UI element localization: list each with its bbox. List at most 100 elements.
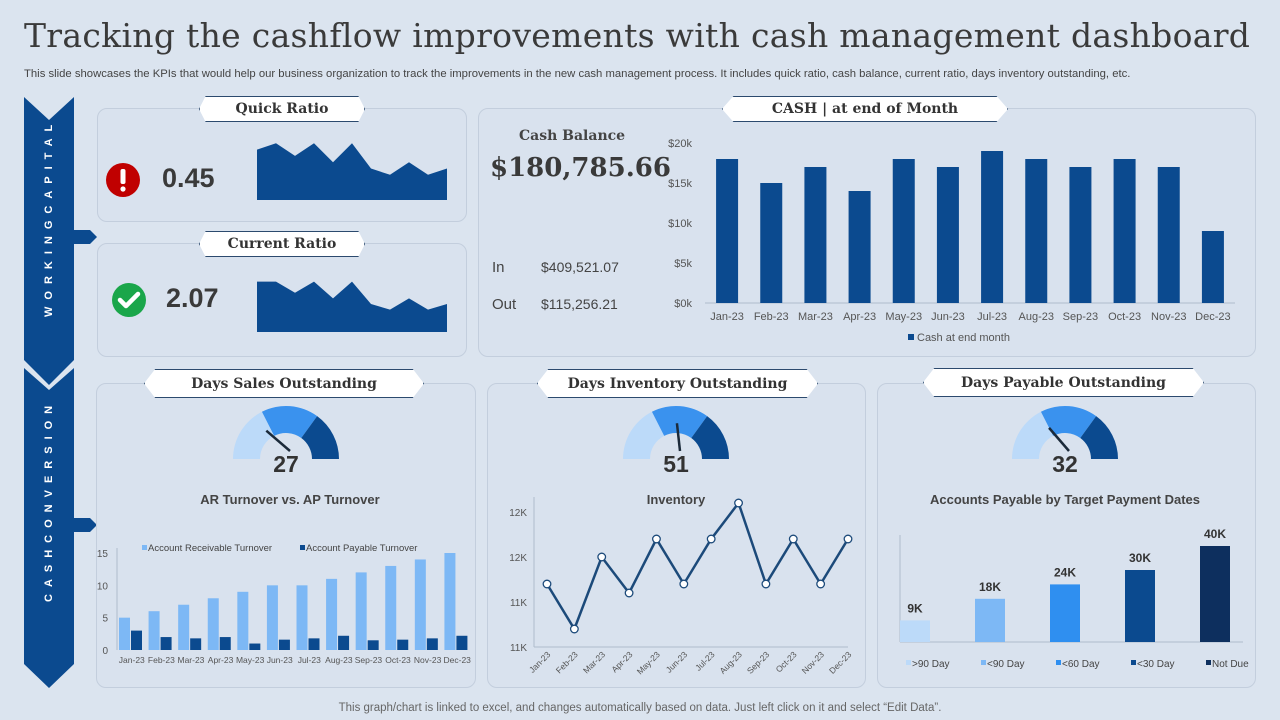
- payable-data-label: 24K: [1054, 565, 1076, 579]
- ap-turnover-bar: [219, 637, 231, 650]
- dpo-gauge-needle: [1048, 427, 1070, 452]
- ar-turnover-bar: [355, 572, 367, 650]
- cash-conversion-pointer: [74, 518, 97, 532]
- payable-data-label: 40K: [1204, 527, 1226, 541]
- current-ratio-title: Current Ratio: [199, 231, 365, 257]
- inventory-point: [843, 534, 853, 544]
- dso-value: 27: [273, 451, 299, 477]
- ar-turnover-bar: [326, 578, 338, 650]
- cash-bar: [1201, 231, 1224, 303]
- payable-legend-swatch: [981, 660, 986, 665]
- ar-turnover-bar: [266, 585, 278, 650]
- footer-note: This graph/chart is linked to excel, and…: [338, 702, 942, 714]
- turnover-legend-swatch: [300, 545, 305, 550]
- inventory-x-tick: Apr-23: [609, 649, 634, 674]
- inventory-x-tick: Feb-23: [554, 649, 580, 675]
- turnover-y-tick: 10: [97, 581, 109, 592]
- cash-in-label: In: [492, 259, 505, 276]
- payable-legend-label: >90 Day: [912, 659, 950, 670]
- cash-bar: [848, 191, 871, 303]
- turnover-x-tick: Nov-23: [414, 655, 442, 665]
- ap-turnover-bar: [131, 630, 142, 650]
- dpo-gauge-segment: [1012, 411, 1054, 459]
- cash-bar: [1113, 159, 1136, 303]
- payable-data-label: 30K: [1129, 551, 1151, 565]
- inventory-point: [597, 552, 607, 562]
- ap-turnover-bar: [367, 640, 379, 650]
- inventory-point: [734, 498, 743, 508]
- ar-turnover-bar: [237, 591, 249, 650]
- dio-gauge-segment: [623, 411, 665, 459]
- ap-turnover-bar: [190, 638, 202, 650]
- cash-x-tick: Nov-23: [1151, 311, 1186, 323]
- quick-ratio-value: 0.45: [162, 163, 215, 193]
- inventory-point: [816, 579, 826, 589]
- dio-panel: [487, 383, 866, 688]
- ar-turnover-bar: [414, 559, 426, 650]
- check-icon: [112, 283, 146, 317]
- cash-bar: [760, 183, 783, 303]
- inventory-x-tick: Jul-23: [693, 649, 717, 673]
- ar-turnover-bar: [178, 604, 190, 650]
- turnover-x-tick: Feb-23: [148, 655, 175, 665]
- cash-x-tick: Apr-23: [843, 311, 876, 323]
- cash-y-tick: $20k: [668, 138, 692, 150]
- turnover-x-tick: Sep-23: [355, 655, 383, 665]
- page-subtitle: This slide showcases the KPIs that would…: [24, 68, 1131, 80]
- dso-gauge-segment: [233, 411, 275, 459]
- cash-x-tick: Feb-23: [754, 311, 789, 323]
- ap-turnover-bar: [456, 635, 468, 650]
- dpo-value: 32: [1052, 451, 1078, 477]
- dso-gauge-segment: [301, 416, 339, 459]
- cash-out-value: $115,256.21: [541, 296, 618, 312]
- cash-x-tick: Aug-23: [1019, 311, 1054, 323]
- turnover-y-tick: 0: [102, 646, 108, 657]
- ap-turnover-bar: [160, 637, 172, 650]
- turnover-x-tick: Jan-23: [119, 655, 145, 665]
- cash-conversion-ribbon: [24, 368, 74, 688]
- cash-legend-swatch: [908, 334, 914, 340]
- cash-bar: [1025, 159, 1048, 303]
- dso-gauge-segment: [261, 406, 318, 438]
- payable-legend-swatch: [906, 660, 911, 665]
- turnover-x-tick: Oct-23: [385, 655, 411, 665]
- cash-x-tick: May-23: [885, 311, 922, 323]
- turnover-x-tick: Apr-23: [208, 655, 234, 665]
- inventory-x-tick: Aug-23: [717, 649, 744, 676]
- turnover-x-tick: May-23: [236, 655, 265, 665]
- cash-legend-label: Cash at end month: [917, 332, 1010, 344]
- dso-gauge-needle: [265, 429, 291, 452]
- cash-y-tick: $0k: [674, 298, 692, 310]
- inventory-y-tick: 12K: [509, 553, 527, 564]
- inventory-x-tick: Oct-23: [774, 649, 799, 674]
- turnover-legend-label: Account Payable Turnover: [306, 543, 417, 554]
- turnover-y-tick: 5: [102, 614, 108, 625]
- cash-y-tick: $15k: [668, 178, 692, 190]
- alert-icon: [106, 163, 140, 197]
- payable-legend-swatch: [1056, 660, 1061, 665]
- dio-gauge-segment: [691, 416, 729, 459]
- cash-bar: [936, 167, 959, 303]
- inventory-x-tick: Mar-23: [581, 649, 607, 675]
- turnover-y-tick: 15: [97, 549, 109, 560]
- cash-balance-label: Cash Balance: [519, 128, 626, 144]
- quick-ratio-sparkline: [257, 143, 447, 200]
- ar-turnover-bar: [148, 611, 160, 650]
- cash-bar: [892, 159, 915, 303]
- inventory-x-tick: May-23: [635, 649, 662, 676]
- cash-x-tick: Oct-23: [1108, 311, 1141, 323]
- inventory-point: [624, 588, 634, 598]
- cash-bar: [1157, 167, 1180, 303]
- ap-turnover-bar: [308, 638, 320, 650]
- cash-x-tick: Dec-23: [1195, 311, 1230, 323]
- cash-y-tick: $5k: [674, 258, 692, 270]
- payable-bar: [1050, 584, 1080, 642]
- inventory-point: [652, 534, 661, 544]
- ar-turnover-bar: [296, 585, 308, 650]
- inventory-point: [788, 534, 798, 544]
- cash-bar: [1069, 167, 1092, 303]
- turnover-x-tick: Dec-23: [444, 655, 472, 665]
- payable-bar: [900, 620, 930, 642]
